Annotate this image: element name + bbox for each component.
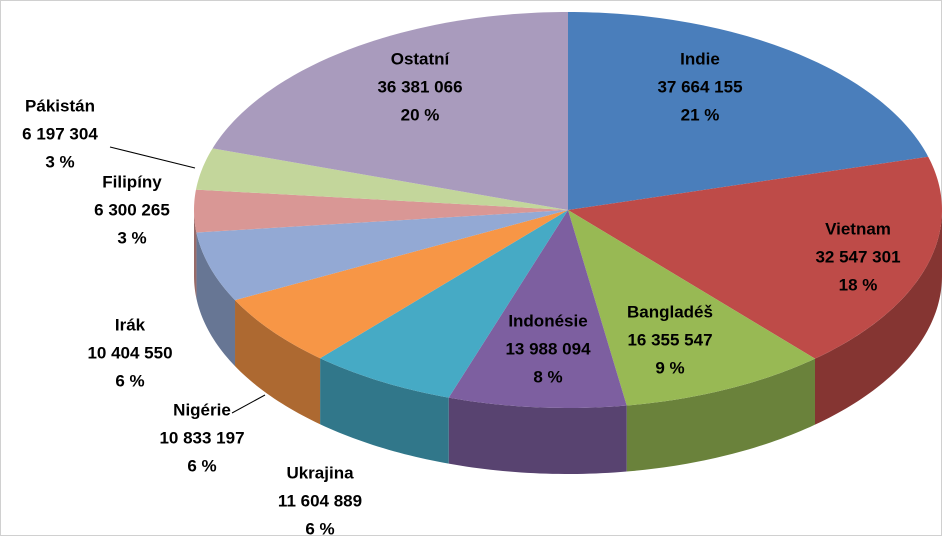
- slice-label: Indie: [680, 49, 720, 68]
- value-label: 13 988 094: [505, 339, 591, 358]
- value-label: 6 197 304: [22, 124, 98, 143]
- slice: [568, 156, 942, 359]
- slice: [320, 210, 568, 398]
- slice-label: Nigérie: [173, 400, 231, 419]
- slice-label: Filipíny: [102, 172, 162, 191]
- value-label: 6 300 265: [94, 200, 170, 219]
- percent-label: 9 %: [655, 358, 684, 377]
- value-label: 11 604 889: [278, 491, 362, 510]
- slice-label: Bangladéš: [627, 302, 713, 321]
- percent-label: 6 %: [115, 371, 144, 390]
- percent-label: 3 %: [45, 152, 74, 171]
- leader-line: [231, 394, 266, 414]
- value-label: 37 664 155: [657, 77, 742, 96]
- value-label: 16 355 547: [627, 330, 712, 349]
- slice: [194, 189, 568, 233]
- value-label: 10 833 197: [159, 428, 244, 447]
- slice-label: Indonésie: [508, 311, 587, 330]
- slice-label: Vietnam: [825, 219, 891, 238]
- slice-label: Irák: [115, 315, 146, 334]
- slice-side: [196, 232, 236, 367]
- percent-label: 18 %: [839, 275, 878, 294]
- slice-side: [626, 358, 815, 472]
- slice: [448, 210, 627, 408]
- slice: [212, 12, 568, 210]
- slice: [568, 12, 929, 210]
- slice-side: [235, 300, 321, 425]
- percent-label: 20 %: [401, 105, 440, 124]
- percent-label: 21 %: [681, 105, 720, 124]
- value-label: 10 404 550: [87, 343, 172, 362]
- slice-side: [448, 397, 627, 474]
- slice: [196, 210, 568, 301]
- slice-label: Pákistán: [25, 96, 95, 115]
- slice-side: [320, 358, 449, 464]
- slice: [195, 148, 569, 210]
- percent-label: 3 %: [117, 228, 146, 247]
- leader-line: [109, 146, 196, 169]
- slice: [568, 210, 815, 406]
- slice-side: [814, 210, 942, 425]
- slice-label: Ostatní: [391, 49, 451, 68]
- slice: [235, 210, 568, 359]
- percent-label: 6 %: [305, 519, 334, 536]
- percent-label: 6 %: [187, 456, 216, 475]
- slice-label: Ukrajina: [286, 463, 354, 482]
- value-label: 36 381 066: [377, 77, 462, 96]
- slice-side: [194, 210, 197, 299]
- value-label: 32 547 301: [815, 247, 900, 266]
- percent-label: 8 %: [533, 367, 562, 386]
